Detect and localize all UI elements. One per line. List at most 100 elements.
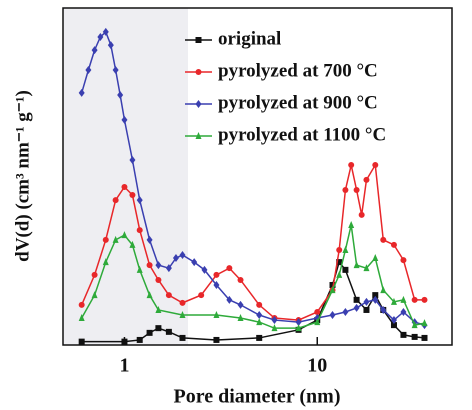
marker — [155, 276, 162, 283]
marker — [112, 197, 119, 204]
marker — [358, 211, 365, 218]
series-line — [81, 224, 425, 329]
marker — [390, 322, 397, 329]
marker — [342, 307, 349, 316]
marker — [136, 265, 143, 273]
legend-label: pyrolyzed at 1100 °C — [218, 124, 386, 145]
marker — [107, 41, 114, 50]
marker — [136, 227, 143, 234]
marker — [165, 292, 172, 299]
marker — [336, 246, 343, 253]
legend-label: original — [218, 28, 281, 49]
x-tick-label: 1 — [119, 355, 129, 377]
marker — [117, 90, 124, 99]
marker — [129, 155, 136, 164]
marker — [342, 266, 349, 273]
marker — [155, 261, 162, 270]
marker — [380, 305, 387, 314]
marker — [226, 295, 233, 304]
marker — [155, 305, 162, 313]
marker — [400, 295, 407, 303]
marker — [146, 262, 153, 269]
marker — [112, 235, 119, 243]
marker — [78, 301, 85, 308]
marker — [363, 264, 370, 272]
marker — [102, 27, 109, 36]
marker — [342, 245, 349, 253]
marker — [295, 318, 302, 327]
marker — [237, 314, 244, 322]
marker — [237, 300, 244, 309]
marker — [213, 311, 220, 319]
marker — [129, 192, 136, 199]
marker — [78, 314, 85, 322]
marker — [129, 240, 136, 248]
marker — [390, 241, 397, 248]
marker — [213, 271, 220, 278]
marker — [213, 281, 220, 290]
marker — [112, 66, 119, 75]
marker — [411, 333, 418, 340]
marker — [271, 316, 278, 325]
marker — [411, 296, 418, 303]
marker — [179, 311, 186, 319]
marker — [372, 254, 379, 262]
marker — [237, 276, 244, 283]
marker — [256, 311, 263, 320]
x-tick-label: 10 — [307, 355, 327, 377]
marker — [329, 311, 336, 320]
marker — [353, 303, 360, 312]
marker — [329, 286, 336, 294]
marker — [336, 259, 343, 266]
marker — [336, 270, 343, 278]
y-axis-label: dV(d) (cm³ nm⁻¹ g⁻¹) — [12, 90, 33, 262]
marker — [213, 336, 220, 343]
marker — [353, 261, 360, 269]
marker — [400, 307, 407, 316]
legend-marker — [195, 69, 202, 75]
marker — [390, 316, 397, 325]
marker — [421, 296, 428, 303]
marker — [102, 236, 109, 243]
marker — [421, 319, 428, 327]
marker — [136, 336, 143, 343]
marker — [348, 162, 355, 169]
marker — [256, 301, 263, 308]
marker — [372, 292, 379, 299]
marker — [102, 258, 109, 266]
marker — [146, 235, 153, 244]
marker — [353, 186, 360, 193]
marker — [400, 257, 407, 264]
marker — [121, 183, 128, 190]
marker — [314, 308, 321, 315]
plot-frame — [62, 7, 453, 346]
marker — [363, 176, 370, 183]
legend-marker — [195, 37, 202, 43]
marker — [172, 254, 179, 263]
marker — [179, 334, 186, 341]
series-line — [81, 260, 425, 343]
marker — [411, 321, 418, 329]
shaded-region — [63, 8, 188, 345]
marker — [380, 236, 387, 243]
marker — [155, 325, 162, 332]
marker — [198, 292, 205, 299]
marker — [329, 282, 336, 289]
marker — [363, 297, 370, 306]
marker — [226, 265, 233, 272]
marker — [136, 196, 143, 205]
x-axis-label: Pore diameter (nm) — [174, 386, 341, 408]
marker — [121, 231, 128, 239]
marker — [271, 324, 278, 332]
legend-label: pyrolyzed at 900 °C — [218, 92, 378, 113]
marker — [372, 295, 379, 304]
marker — [78, 338, 85, 345]
marker — [372, 162, 379, 169]
marker — [146, 329, 153, 336]
marker — [201, 265, 208, 274]
marker — [121, 338, 128, 345]
marker — [363, 306, 370, 313]
marker — [191, 258, 198, 267]
marker — [256, 318, 263, 326]
